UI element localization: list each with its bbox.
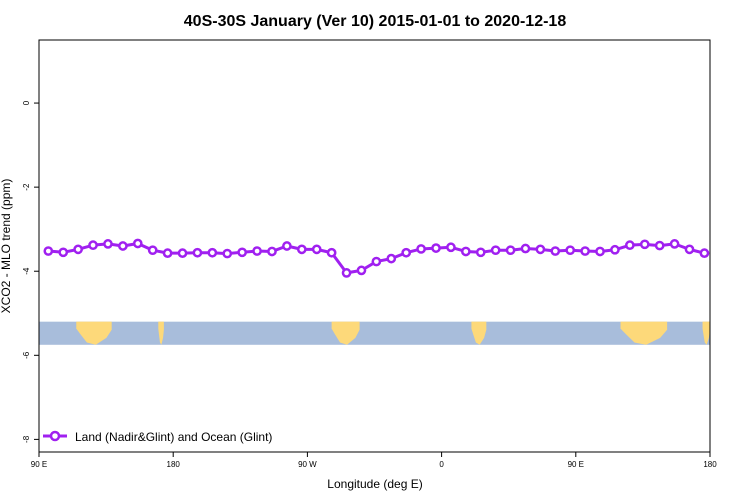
- data-point-28: [460, 246, 471, 257]
- data-point-41: [654, 240, 665, 251]
- data-point-39: [625, 240, 635, 251]
- x-tick-label-4: 90 E: [568, 460, 584, 469]
- data-point-37: [595, 246, 605, 257]
- land-mass-2: [331, 321, 360, 345]
- data-point-3: [88, 240, 98, 251]
- data-point-32: [520, 243, 531, 254]
- data-point-42: [669, 239, 680, 249]
- data-point-29: [475, 247, 486, 258]
- legend: Land (Nadir&Glint) and Ocean (Glint): [43, 430, 272, 444]
- map-background-band: [39, 321, 710, 345]
- data-point-12: [222, 248, 233, 259]
- data-point-18: [311, 244, 322, 255]
- y-tick-label-4: -8: [22, 435, 31, 443]
- chart-title: 40S-30S January (Ver 10) 2015-01-01 to 2…: [184, 13, 567, 30]
- data-point-8: [162, 248, 173, 258]
- land-mass-5: [702, 321, 710, 345]
- data-point-33: [535, 244, 546, 255]
- data-point-20: [341, 268, 352, 278]
- data-point-17: [296, 244, 307, 255]
- x-tick-label-5: 180: [703, 460, 717, 469]
- x-tick-label-1: 180: [167, 460, 181, 469]
- data-point-27: [446, 242, 456, 253]
- x-tick-label-3: 0: [439, 460, 444, 469]
- x-tick-label-2: 90 W: [298, 460, 317, 469]
- data-point-25: [416, 244, 426, 254]
- data-point-0: [43, 246, 54, 256]
- data-point-5: [118, 241, 128, 251]
- y-tick-label-2: -4: [22, 267, 31, 275]
- data-point-2: [73, 244, 83, 255]
- data-point-35: [565, 245, 576, 256]
- plot-frame: [38, 39, 711, 453]
- data-point-44: [699, 248, 710, 258]
- data-point-15: [267, 246, 277, 257]
- data-point-23: [386, 253, 397, 264]
- data-point-24: [401, 247, 412, 258]
- data-point-1: [58, 247, 69, 258]
- x-axis-label: Longitude (deg E): [327, 477, 422, 491]
- data-point-34: [550, 246, 561, 256]
- data-point-9: [177, 248, 188, 258]
- y-axis: 0 -2 -4 -6 -8: [22, 100, 39, 443]
- data-point-22: [371, 256, 382, 267]
- data-point-38: [610, 244, 620, 255]
- data-point-4: [103, 239, 113, 249]
- x-axis: 90 E 180 90 W 0 90 E 180: [31, 452, 717, 469]
- legend-label: Land (Nadir&Glint) and Ocean (Glint): [75, 430, 272, 444]
- data-point-13: [237, 247, 248, 258]
- data-point-10: [192, 247, 203, 258]
- data-point-11: [207, 247, 218, 258]
- data-point-31: [505, 245, 516, 256]
- data-point-36: [580, 246, 590, 256]
- data-point-16: [282, 241, 292, 251]
- series-layer: [43, 238, 710, 278]
- data-point-43: [684, 244, 695, 255]
- land-mass-0: [76, 321, 112, 345]
- land-mass-4: [620, 321, 668, 345]
- y-tick-label-3: -6: [22, 351, 31, 359]
- data-point-21: [356, 265, 367, 276]
- land-mass-1: [158, 321, 164, 345]
- land-mass-3: [471, 321, 487, 345]
- legend-marker-swatch: [49, 430, 61, 442]
- data-point-26: [431, 243, 441, 253]
- data-point-7: [147, 245, 158, 256]
- data-point-6: [132, 238, 143, 249]
- data-point-40: [639, 239, 650, 250]
- ocean-band: [39, 321, 710, 345]
- data-point-14: [252, 246, 262, 256]
- y-tick-label-1: -2: [22, 183, 31, 191]
- y-tick-label-0: 0: [22, 100, 31, 105]
- data-point-19: [326, 247, 337, 258]
- data-point-30: [490, 245, 501, 256]
- x-tick-label-0: 90 E: [31, 460, 47, 469]
- y-axis-label: XCO2 - MLO trend (ppm): [0, 179, 13, 314]
